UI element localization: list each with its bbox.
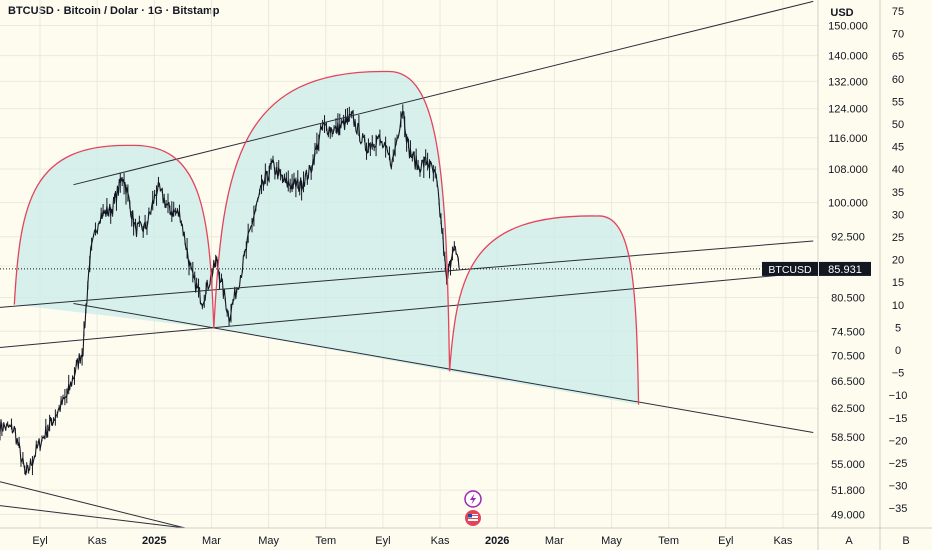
time-label: Kas — [773, 535, 792, 547]
flag-icon[interactable] — [465, 510, 481, 526]
secondary-tick-label: −10 — [889, 390, 908, 402]
price-tick-label: 124.000 — [828, 104, 868, 116]
secondary-tick-label: 10 — [892, 300, 904, 312]
price-label-value: 85.931 — [828, 264, 862, 276]
secondary-tick-label: 15 — [892, 277, 904, 289]
last-price-label[interactable]: BTCUSD 85.931 — [762, 261, 871, 276]
secondary-tick-label: 30 — [892, 209, 904, 221]
secondary-tick-label: 5 — [895, 322, 901, 334]
secondary-tick-label: 45 — [892, 142, 904, 154]
price-tick-label: 62.500 — [831, 403, 865, 415]
arc-outline[interactable] — [13, 144, 215, 329]
symbol-label-bg — [762, 261, 818, 276]
time-label: Eyl — [375, 535, 390, 547]
time-label: Kas — [88, 535, 107, 547]
price-tick-label: 108.000 — [828, 164, 868, 176]
price-label-bg — [819, 261, 871, 276]
secondary-tick-label: 60 — [892, 74, 904, 86]
price-tick-label: 58.500 — [831, 432, 865, 444]
secondary-tick-label: −30 — [889, 481, 908, 493]
price-tick-label: 116.000 — [829, 133, 868, 145]
price-tick-label: 80.500 — [831, 292, 865, 304]
time-label: 2026 — [485, 535, 509, 547]
arc-outline[interactable] — [213, 70, 451, 372]
trendline[interactable] — [73, 0, 814, 186]
price-tick-label: 74.500 — [831, 326, 865, 338]
trendline[interactable] — [73, 302, 814, 434]
secondary-tick-label: 0 — [895, 345, 901, 357]
trendline[interactable] — [0, 271, 814, 348]
price-tick-label: 140.000 — [828, 51, 868, 63]
price-tick-label: 66.500 — [831, 376, 865, 388]
corner-label-b[interactable]: B — [902, 535, 909, 547]
secondary-tick-label: 35 — [892, 187, 904, 199]
price-tick-label: 70.500 — [831, 350, 865, 362]
price-tick-label: 100.000 — [828, 198, 868, 210]
secondary-tick-label: 50 — [892, 119, 904, 131]
time-label: Eyl — [718, 535, 733, 547]
time-label: Mar — [202, 535, 221, 547]
trendline[interactable] — [0, 505, 186, 529]
secondary-tick-label: 70 — [892, 29, 904, 41]
secondary-tick-label: −15 — [889, 413, 908, 425]
arc-fill — [213, 71, 450, 372]
arc-outline[interactable] — [448, 215, 640, 405]
arc-outline-layer[interactable] — [13, 70, 640, 405]
time-label: Tem — [658, 535, 679, 547]
chart-title: BTCUSD · Bitcoin / Dolar · 1G · Bitstamp — [8, 5, 220, 17]
icon-layer — [464, 490, 482, 526]
secondary-tick-label: 65 — [892, 51, 904, 63]
secondary-tick-label: −35 — [889, 503, 908, 515]
price-tick-label: 92.500 — [831, 232, 865, 244]
secondary-tick-label: 55 — [892, 96, 904, 108]
secondary-tick-label: 75 — [892, 6, 904, 18]
secondary-tick-label: 40 — [892, 164, 904, 176]
corner-label-a[interactable]: A — [845, 535, 853, 547]
time-label: Mar — [545, 535, 564, 547]
currency-label: USD — [830, 7, 853, 19]
arc-fill — [14, 145, 214, 329]
time-label: May — [258, 535, 279, 547]
trendline[interactable] — [0, 240, 814, 308]
time-label: May — [601, 535, 622, 547]
symbol-label: BTCUSD — [768, 264, 812, 276]
price-tick-label: 132.000 — [828, 76, 868, 88]
trendline-layer[interactable] — [0, 0, 818, 529]
time-label: 2025 — [142, 535, 166, 547]
price-tick-label: 55.000 — [831, 459, 865, 471]
secondary-tick-label: 20 — [892, 255, 904, 267]
arc-fill-layer — [14, 71, 639, 405]
price-tick-label: 150.000 — [828, 20, 868, 32]
time-label: Tem — [315, 535, 336, 547]
trendline[interactable] — [0, 481, 186, 529]
time-label: Eyl — [32, 535, 47, 547]
lightning-icon[interactable] — [464, 490, 482, 508]
price-tick-label: 51.800 — [831, 485, 865, 497]
secondary-tick-label: 25 — [892, 232, 904, 244]
arc-fill — [449, 215, 639, 405]
secondary-tick-label: −25 — [889, 458, 908, 470]
time-label: Kas — [431, 535, 450, 547]
secondary-tick-label: −20 — [889, 435, 908, 447]
secondary-tick-label: −5 — [892, 368, 905, 380]
price-tick-label: 49.000 — [831, 509, 865, 521]
